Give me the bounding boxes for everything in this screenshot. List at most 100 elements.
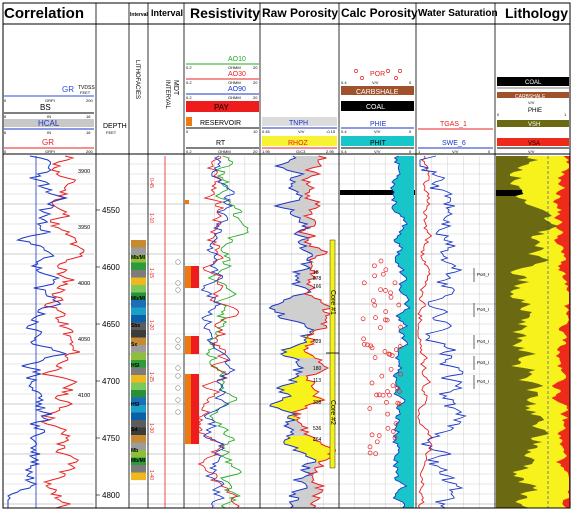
facies-block <box>131 450 146 458</box>
mdt-label: 1-25 <box>148 372 154 382</box>
facies-block <box>131 285 146 293</box>
tnph-name: TNPH <box>289 120 308 127</box>
mdt-point <box>175 287 181 293</box>
swe-name: SWE_6 <box>442 140 466 147</box>
interval-title-small: Interval <box>130 12 148 18</box>
swe-left: 1 <box>418 149 421 154</box>
gr-bottom-unit: GRPI <box>45 149 55 154</box>
rt-right: 20 <box>253 149 258 154</box>
por-core-point <box>380 271 386 277</box>
core-label: Core #1 <box>329 290 336 315</box>
por-core-point <box>382 317 388 323</box>
rt-left: 0.2 <box>186 149 192 154</box>
hcal-right: 16 <box>86 130 91 135</box>
coal-band <box>340 190 415 195</box>
facies-block <box>131 262 146 271</box>
por-core-point <box>395 385 400 391</box>
lith-phie-fill <box>551 156 570 508</box>
por-core-point <box>372 355 378 360</box>
bs-name: BS <box>40 103 51 112</box>
facies-block <box>131 315 146 323</box>
bs-right: 16 <box>86 114 91 119</box>
por-core-point <box>392 435 398 441</box>
por-right: 0 <box>409 80 412 85</box>
facies-block <box>131 270 146 278</box>
carbshale-label: CARBSHALE <box>356 89 399 96</box>
port-label: Port_I <box>477 379 489 384</box>
ao30-name: AO30 <box>228 71 246 78</box>
lith-coal-label: COAL <box>525 80 542 86</box>
lith-phie-label: PHIE <box>528 108 542 114</box>
facies-block <box>131 435 146 443</box>
por-core-point <box>384 400 389 405</box>
track-borders <box>2 2 571 509</box>
tvdss-label: 3900 <box>78 169 90 175</box>
por-core-point <box>397 389 402 394</box>
lith-vsh-label: VSH <box>528 122 540 128</box>
rhoz-left: 1.95 <box>262 149 271 154</box>
md-depth-label: 4800 <box>102 491 120 500</box>
rt-unit: OHMM <box>218 149 231 154</box>
facies-label: HSl <box>131 363 140 369</box>
lithology-title: Lithology <box>505 5 568 21</box>
por-core-point <box>398 371 403 377</box>
mdt-point <box>175 397 181 403</box>
facies-label: Sd <box>131 427 137 433</box>
phit-shading <box>390 156 414 508</box>
ao90-curve <box>200 155 236 509</box>
por-core-point <box>367 406 373 411</box>
tvdss-label: 4050 <box>78 337 90 343</box>
gr-top-name: GR <box>62 85 74 94</box>
res-scale-left: 0 <box>186 129 189 134</box>
phie-unit: V/V <box>374 129 381 134</box>
facies-block <box>131 390 146 398</box>
por-core-point <box>378 287 383 293</box>
por-core-point <box>361 341 367 347</box>
bs-left: 6 <box>4 114 7 119</box>
facies-label: Sbs <box>131 323 140 329</box>
facies-block <box>131 412 146 421</box>
por-core-point <box>373 315 378 320</box>
md-depth-label: 4600 <box>102 263 120 272</box>
lith-unit-b: V/V <box>528 149 535 154</box>
facies-block <box>131 367 146 376</box>
water-sat-header: TGAS_1 SWE_6 1 V/V 0 <box>418 121 493 154</box>
facies-block <box>131 465 146 473</box>
mdt-point <box>175 373 181 379</box>
mdt-label: 1-30 <box>148 423 154 433</box>
lith-right-a: 1 <box>564 112 567 117</box>
facies-label: HSl <box>131 402 140 408</box>
gr-top-left: 0 <box>4 98 7 103</box>
tnph-left: 0.45 <box>262 129 271 134</box>
por-core-point <box>360 316 366 322</box>
core-bar <box>329 239 336 469</box>
gr-bottom-right: 200 <box>86 149 93 154</box>
phie-right: 0 <box>409 129 412 134</box>
res-scale-right: 10 <box>253 129 258 134</box>
facies-block <box>131 382 146 391</box>
por-left: 0.4 <box>341 80 347 85</box>
por-core-point <box>385 389 390 394</box>
facies-block <box>131 352 146 361</box>
por-core-point <box>361 280 367 286</box>
core-number: 180 <box>313 366 322 372</box>
phie-curve <box>389 155 411 509</box>
por-core-point <box>380 392 386 398</box>
raw-porosity-title: Raw Porosity <box>262 6 338 20</box>
ao10-unit: OHMM <box>228 65 241 70</box>
mdt-point <box>175 280 181 286</box>
mdt-label: 1-40 <box>148 470 154 480</box>
por-core-point <box>368 343 374 349</box>
rt-name: RT <box>216 140 226 147</box>
raw-porosity-header: TNPH 0.45 V/V -0.15 RHOZ 1.95 G/C3 2.95 <box>262 117 337 154</box>
tnph-unit: V/V <box>298 129 305 134</box>
ao30-unit: OHMM <box>228 80 241 85</box>
tnph-curve <box>268 155 317 509</box>
ao10-left: 0.2 <box>186 65 192 70</box>
facies-block <box>131 330 146 338</box>
facies-block <box>131 247 146 256</box>
phie-left: 0.4 <box>341 129 347 134</box>
facies-label: Mb/Ml <box>131 458 146 464</box>
facies-block <box>131 322 146 331</box>
interval-label: INTERVAL <box>164 80 170 109</box>
